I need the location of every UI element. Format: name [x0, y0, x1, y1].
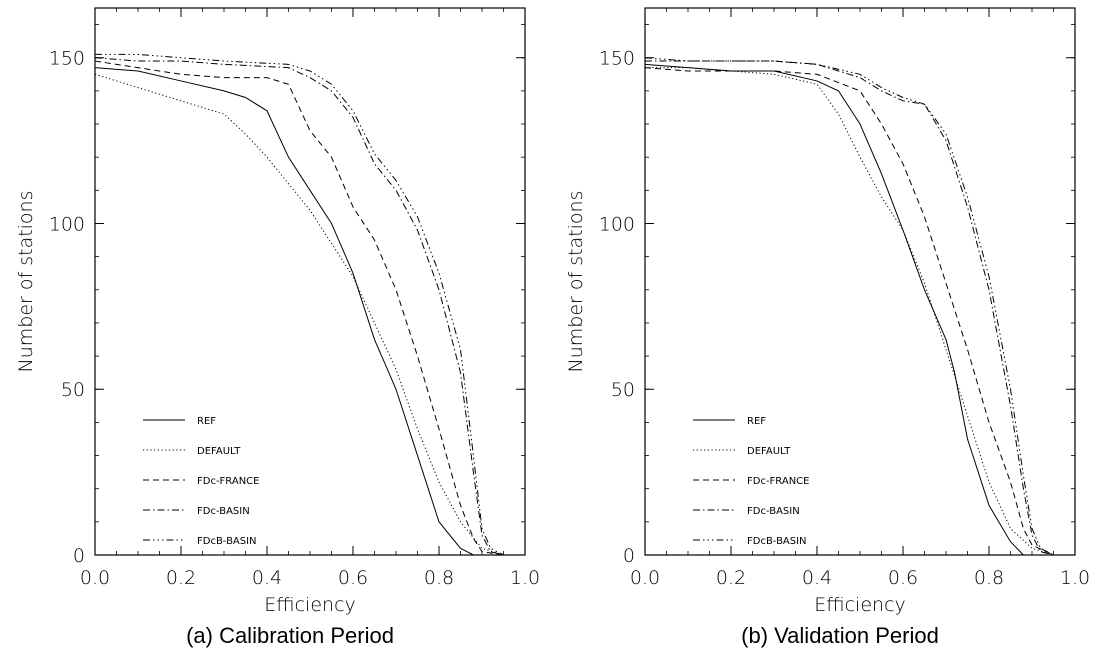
chart-0-xtick-label: 1.0: [510, 567, 540, 589]
chart-0-ytick-label: 150: [49, 48, 85, 70]
chart-0-xtick-label: 0.8: [424, 567, 454, 589]
chart-0-series-line-default: [94, 73, 504, 556]
chart-1-legend-label: FDc-BASIN: [747, 506, 800, 517]
chart-validation-svg: 0.0 0.2 0.4 0.6 0.8 1.0 0 50 100 150 Efficiency Num…: [565, 7, 1090, 648]
chart-1-legend-label: DEFAULT: [747, 446, 791, 457]
chart-1-ytick-label: 50: [611, 379, 635, 401]
chart-0-series-line-fdc-basin: [94, 57, 504, 556]
chart-1-legend-label: FDc-FRANCE: [747, 476, 809, 487]
chart-1-xtick-label: 0.6: [888, 567, 918, 589]
chart-0-xtick-label: 0.2: [166, 567, 196, 589]
chart-0-legend-label: REF: [197, 416, 216, 427]
chart-0-x-axis-title: Efficiency: [264, 594, 356, 616]
chart-panel-validation: 0.0 0.2 0.4 0.6 0.8 1.0 0 50 100 150 Efficiency Num…: [550, 0, 1100, 655]
chart-1-xtick-label: 1.0: [1060, 567, 1090, 589]
chart-1-xtick-label: 0.4: [802, 567, 832, 589]
chart-1-xtick-label: 0.0: [630, 567, 660, 589]
chart-0-ytick-label: 50: [61, 379, 85, 401]
chart-1-ytick-label: 0: [623, 545, 635, 567]
chart-1-series-line-ref: [644, 63, 1054, 556]
chart-0-plot-frame: [94, 7, 526, 556]
chart-1-series-line-default: [645, 67, 1054, 556]
chart-1-series-line-fdc-france: [644, 67, 1054, 556]
chart-1-xtick-label: 0.2: [716, 567, 746, 589]
chart-1-legend-label: FDcB-BASIN: [747, 536, 807, 547]
chart-1-ytick-label: 150: [599, 48, 635, 70]
chart-1-legend-label: REF: [747, 416, 766, 427]
chart-0-legend-label: FDcB-BASIN: [197, 536, 257, 547]
chart-0-y-axis-title: Number of stations: [15, 190, 37, 372]
chart-panel-calibration: 0.0 0.2 0.4 0.6 0.8 1.0 0 50 100 150 Efficiency Num…: [15, 7, 540, 648]
chart-0-ytick-label: 0: [73, 545, 85, 567]
chart-0-legend-label: DEFAULT: [197, 446, 241, 457]
chart-0-legend-label: FDc-BASIN: [197, 506, 250, 517]
chart-1-x-axis-title: Efficiency: [814, 594, 906, 616]
chart-0-series-line-fdc-france: [94, 60, 504, 556]
chart-0-legend-label: FDc-FRANCE: [197, 476, 259, 487]
chart-0-ytick-label: 100: [49, 213, 85, 235]
chart-0-xtick-label: 0.6: [338, 567, 368, 589]
chart-1-caption: (b) Validation Period: [741, 623, 939, 648]
chart-0-xtick-label: 0.0: [80, 567, 110, 589]
chart-1-xtick-label: 0.8: [974, 567, 1004, 589]
chart-1-plot-frame: [644, 7, 1076, 556]
chart-0-caption: (a) Calibration Period: [186, 623, 394, 648]
chart-1-ytick-label: 100: [599, 213, 635, 235]
chart-1-y-axis-title: Number of stations: [565, 190, 587, 372]
chart-0-series-line-ref: [94, 67, 504, 556]
chart-calibration-svg: 0.0 0.2 0.4 0.6 0.8 1.0 0 50 100 150 Efficiency Num…: [15, 7, 540, 648]
chart-1-series-line-fdcb-basin: [644, 57, 1054, 556]
chart-0-xtick-label: 0.4: [252, 567, 282, 589]
